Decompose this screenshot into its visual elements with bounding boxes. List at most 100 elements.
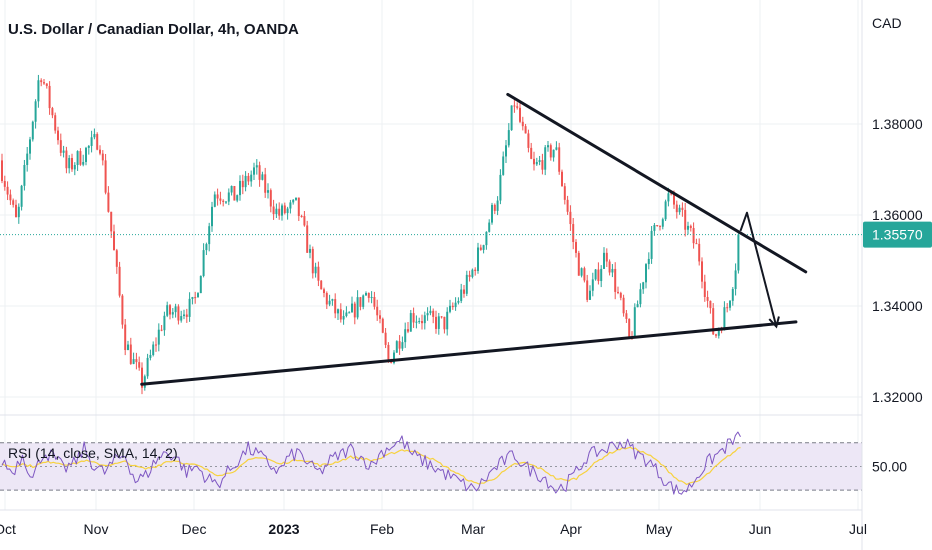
candle (171, 308, 174, 319)
candle (222, 199, 225, 207)
candle (185, 308, 188, 323)
candle (513, 99, 516, 113)
candle (96, 132, 99, 151)
candle (605, 248, 608, 267)
candle (152, 341, 155, 357)
candle (292, 199, 295, 205)
candle (351, 296, 353, 313)
candle (507, 123, 510, 148)
candle (474, 267, 477, 276)
currency-label: CAD (872, 15, 902, 31)
candle (43, 79, 45, 85)
candle (709, 300, 712, 314)
time-tick-label: 2023 (268, 521, 299, 537)
candle (113, 224, 115, 251)
time-tick-label: Nov (84, 521, 109, 537)
candle (675, 200, 678, 219)
candle (59, 133, 62, 157)
rsi-pane: 50.00 (0, 442, 907, 491)
candle (345, 306, 348, 318)
candle (264, 167, 267, 198)
candle (594, 268, 597, 281)
candle (541, 153, 544, 175)
candle (510, 105, 513, 131)
candle (261, 171, 264, 181)
candle (723, 301, 726, 331)
candle (85, 146, 87, 166)
candle (3, 175, 6, 191)
candle (726, 303, 729, 313)
candle (636, 300, 639, 308)
price-tick-label: 1.34000 (872, 298, 923, 314)
candle (194, 291, 197, 304)
trendline[interactable] (506, 92, 808, 274)
candle (376, 299, 379, 321)
candle (239, 175, 241, 201)
candle (561, 169, 563, 187)
candle (589, 285, 591, 301)
candle (395, 340, 398, 353)
candle (661, 217, 664, 230)
candle (353, 301, 356, 325)
candle (519, 102, 521, 124)
candle (460, 283, 463, 304)
candle (505, 139, 507, 163)
candle (653, 223, 656, 236)
candle (586, 274, 589, 303)
candle (17, 203, 20, 224)
candle (73, 162, 76, 176)
candle (118, 261, 121, 298)
candle (208, 222, 211, 252)
candle (575, 239, 577, 258)
candle (443, 316, 446, 334)
candle (479, 244, 482, 251)
candle (650, 226, 653, 264)
candle (572, 217, 575, 250)
projection-arrow[interactable] (739, 211, 776, 327)
candle (250, 170, 253, 187)
candle (393, 350, 395, 365)
candle (645, 263, 647, 289)
candle (421, 314, 423, 330)
candle (339, 303, 342, 323)
candle (485, 231, 488, 250)
candle (101, 150, 104, 166)
candle (516, 102, 519, 110)
candle (115, 248, 118, 274)
candle (174, 303, 177, 318)
candles-group (1, 74, 740, 395)
candle (435, 310, 437, 334)
candle (258, 161, 261, 187)
rsi-title: RSI (14, close, SMA, 14, 2) (8, 445, 178, 461)
candle (146, 353, 149, 379)
candle (286, 206, 289, 220)
candle (633, 303, 636, 339)
candle (359, 296, 362, 311)
candle (622, 294, 625, 317)
candle (244, 171, 247, 192)
candle (373, 291, 376, 310)
candle (625, 310, 628, 323)
candle (297, 197, 300, 222)
last-price-tag: 1.35570 (863, 221, 932, 248)
candle (681, 202, 684, 217)
candle (205, 242, 208, 256)
candle (465, 270, 468, 297)
drawings-group (140, 92, 808, 386)
candle (502, 151, 505, 176)
candle (538, 155, 541, 166)
candle (488, 219, 491, 233)
candle (289, 199, 292, 214)
candle (647, 252, 650, 270)
candle (99, 145, 101, 156)
candle (698, 238, 701, 266)
candle (295, 197, 297, 201)
candle (737, 233, 740, 274)
candle (412, 307, 415, 328)
candle (121, 294, 124, 329)
candle (138, 356, 141, 371)
candle (611, 264, 614, 278)
trendline[interactable] (140, 320, 798, 386)
candle (334, 293, 337, 319)
candle (51, 106, 54, 119)
